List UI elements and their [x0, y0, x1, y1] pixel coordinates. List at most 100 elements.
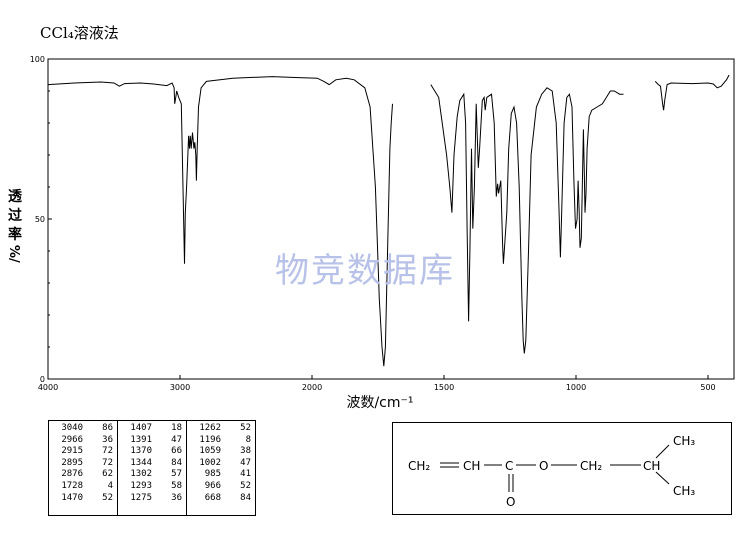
- y-label-char-1: 透: [8, 189, 23, 205]
- y-tick-label: 50: [35, 215, 45, 224]
- peak-transmittance: 36: [171, 492, 182, 503]
- bond-5: [655, 444, 670, 459]
- peak-wavenumber: 2895: [61, 457, 83, 468]
- plot-frame: [47, 58, 735, 380]
- peak-transmittance: 62: [102, 469, 113, 480]
- x-tick-label: 1000: [566, 383, 586, 392]
- peak-row: 1275 36: [124, 493, 182, 505]
- watermark: 物竞数据库: [275, 251, 455, 291]
- spectrum-segment: [47, 76, 393, 367]
- peak-wavenumber: 1196: [199, 434, 221, 445]
- y-axis-label: 透 过 率 %/: [6, 189, 23, 263]
- spectrum-trace: [47, 74, 730, 367]
- peak-table: 3040 86 2966 36 2915 72 2895 72 2876 62 1728 4 1470 5…: [48, 420, 256, 516]
- peak-transmittance: 86: [102, 423, 113, 433]
- peak-wavenumber: 1407: [130, 423, 152, 433]
- peak-transmittance: 38: [240, 446, 251, 457]
- peak-wavenumber: 668: [204, 492, 221, 503]
- peak-table-column: 1407 18 1391 47 1370 66 1344 84 1302 57 1293 58 1275…: [117, 421, 186, 515]
- peak-row: 1293 58: [124, 481, 182, 493]
- peak-transmittance: 8: [245, 434, 251, 445]
- peak-wavenumber: 1344: [130, 457, 152, 468]
- y-tick-label: 0: [40, 375, 45, 384]
- peak-transmittance: 36: [102, 434, 113, 445]
- bond-6: [655, 471, 670, 485]
- structure-diagram: CH₂ CH C O CH₂ CH CH₃ CH₃ O: [392, 422, 732, 515]
- peak-transmittance: 47: [171, 434, 182, 445]
- peak-wavenumber: 2966: [61, 434, 83, 445]
- peak-wavenumber: 1002: [199, 457, 221, 468]
- peak-wavenumber: 1059: [199, 446, 221, 457]
- peak-wavenumber: 1262: [199, 423, 221, 433]
- peak-wavenumber: 1275: [130, 492, 152, 503]
- peak-transmittance: 57: [171, 469, 182, 480]
- peak-row: 966 52: [193, 481, 251, 493]
- peak-row: 1344 84: [124, 458, 182, 470]
- peak-row: 1262 52: [193, 423, 251, 435]
- peak-row: 1302 57: [124, 469, 182, 481]
- peak-wavenumber: 1302: [130, 469, 152, 480]
- y-label-char-2: 过: [8, 207, 22, 224]
- struct-ch: CH: [463, 459, 480, 473]
- spectrum-segment: [654, 74, 730, 111]
- peak-row: 3040 86: [55, 423, 113, 435]
- peak-row: 1470 52: [55, 493, 113, 505]
- peak-row: 1407 18: [124, 423, 182, 435]
- peak-row: 1728 4: [55, 481, 113, 493]
- struct-ch2b: CH₂: [580, 459, 602, 473]
- peak-row: 1370 66: [124, 446, 182, 458]
- peak-wavenumber: 1370: [130, 446, 152, 457]
- struct-ch3-top: CH₃: [673, 434, 695, 448]
- peak-wavenumber: 1391: [130, 434, 152, 445]
- peak-transmittance: 66: [171, 446, 182, 457]
- peak-wavenumber: 2915: [61, 446, 83, 457]
- peak-row: 985 41: [193, 469, 251, 481]
- peak-table-column: 1262 52 1196 8 1059 38 1002 47 985 41 966 52 668 84: [186, 421, 255, 515]
- struct-c: C: [505, 459, 513, 473]
- peak-wavenumber: 966: [204, 480, 221, 491]
- peak-transmittance: 72: [102, 457, 113, 468]
- peak-transmittance: 52: [240, 480, 251, 491]
- struct-ch2: CH₂: [408, 459, 430, 473]
- peak-wavenumber: 2876: [61, 469, 83, 480]
- peak-row: 2876 62: [55, 469, 113, 481]
- peak-row: 1059 38: [193, 446, 251, 458]
- peak-transmittance: 4: [107, 480, 113, 491]
- peak-wavenumber: 1293: [130, 480, 152, 491]
- peak-row: 1002 47: [193, 458, 251, 470]
- ir-spectrum-chart: 4000 3000 2000 1500 1000 500 0 50 100 物竞数据库 透 过 …: [6, 55, 735, 411]
- struct-o-carbonyl: O: [506, 495, 515, 509]
- y-label-unit: %/: [6, 245, 21, 263]
- x-tick-label: 4000: [38, 383, 58, 392]
- x-tick-label: 2000: [302, 383, 322, 392]
- struct-ch-iso: CH: [643, 459, 660, 473]
- struct-ch3-bottom: CH₃: [673, 484, 695, 498]
- peak-transmittance: 52: [102, 492, 113, 503]
- chart-title: CCl₄溶液法: [40, 24, 119, 42]
- peak-row: 2895 72: [55, 458, 113, 470]
- peak-transmittance: 52: [240, 423, 251, 433]
- peak-transmittance: 84: [171, 457, 182, 468]
- struct-o-ester: O: [539, 459, 548, 473]
- x-tick-label: 500: [700, 383, 715, 392]
- peak-transmittance: 18: [171, 423, 182, 433]
- peak-transmittance: 41: [240, 469, 251, 480]
- spectrum-segment: [430, 84, 624, 354]
- y-tick-label: 100: [30, 55, 45, 64]
- peak-table-column: 3040 86 2966 36 2915 72 2895 72 2876 62 1728 4 1470 5…: [49, 421, 117, 515]
- peak-wavenumber: 1470: [61, 492, 83, 503]
- x-axis-label: 波数/cm⁻¹: [346, 395, 413, 411]
- peak-wavenumber: 3040: [61, 423, 83, 433]
- peak-row: 668 84: [193, 493, 251, 505]
- peak-row: 1391 47: [124, 435, 182, 447]
- axis-ticks: 4000 3000 2000 1500 1000 500 0 50 100: [30, 55, 716, 392]
- peak-transmittance: 84: [240, 492, 251, 503]
- peak-row: 2966 36: [55, 435, 113, 447]
- x-tick-label: 3000: [170, 383, 190, 392]
- peak-transmittance: 72: [102, 446, 113, 457]
- peak-transmittance: 58: [171, 480, 182, 491]
- peak-wavenumber: 1728: [61, 480, 83, 491]
- y-label-char-3: 率: [8, 226, 22, 243]
- x-tick-label: 1500: [434, 383, 454, 392]
- peak-row: 1196 8: [193, 435, 251, 447]
